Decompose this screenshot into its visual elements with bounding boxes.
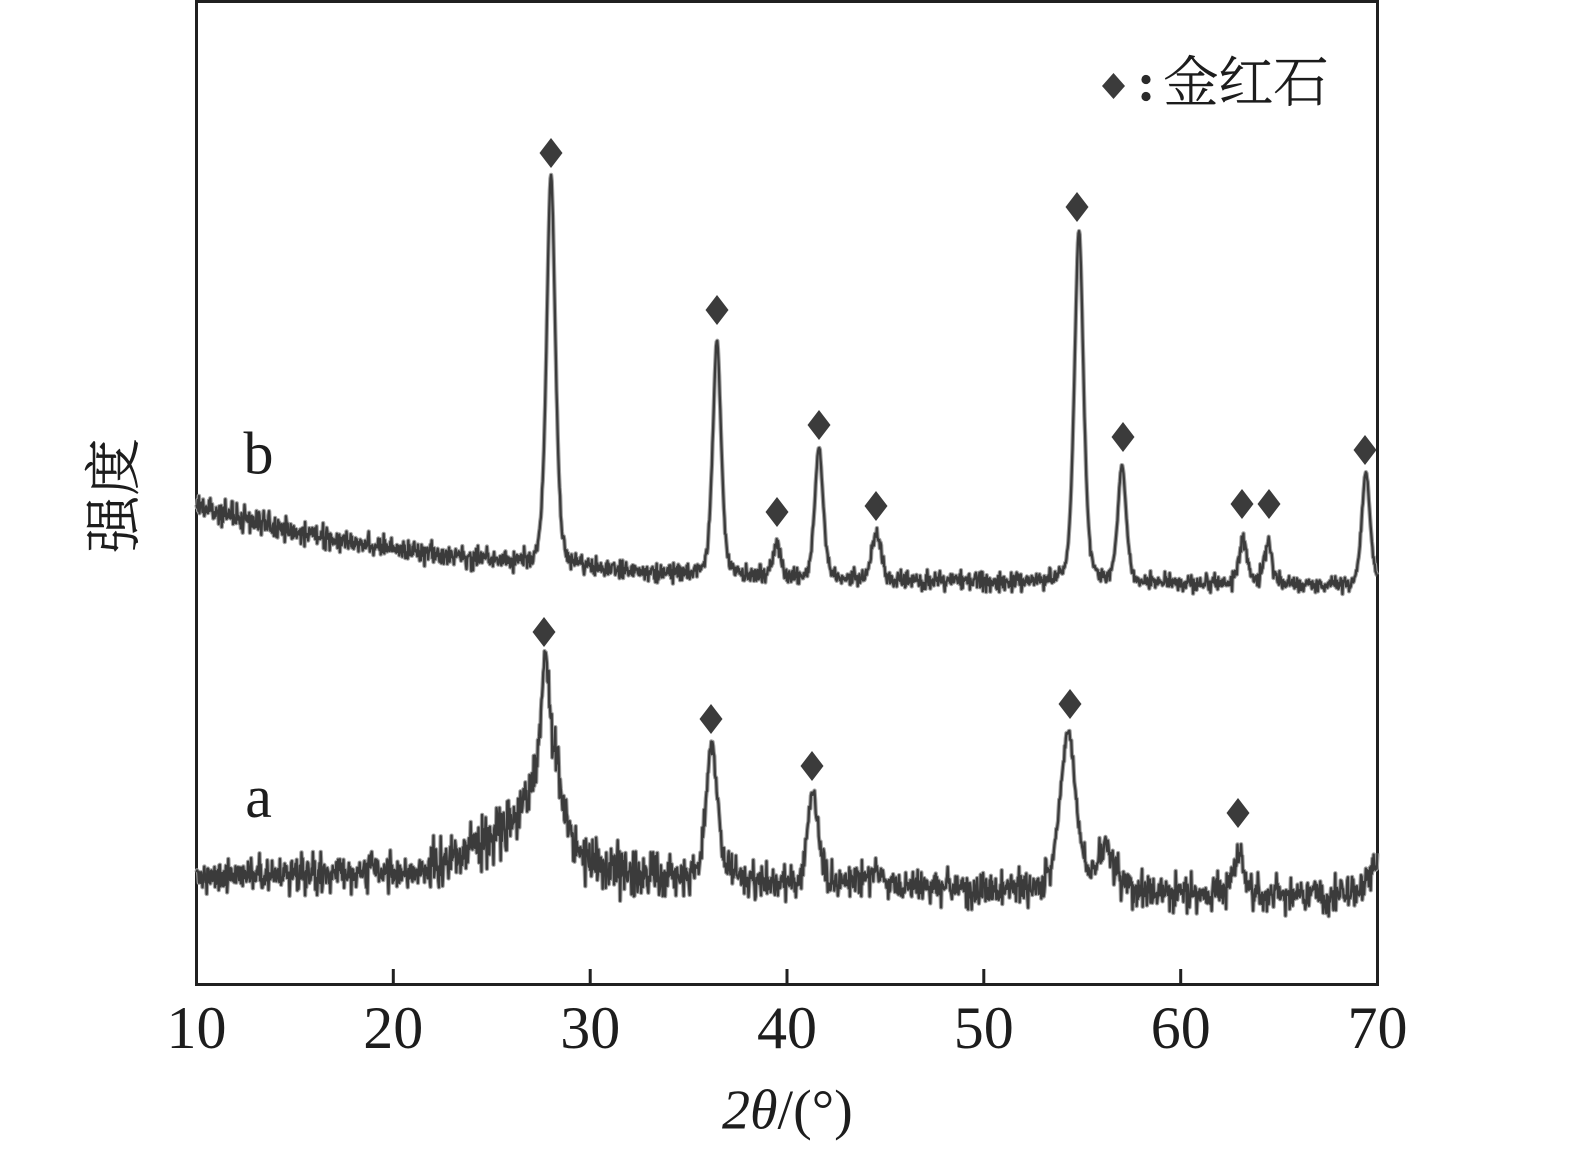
- svg-text:20: 20: [363, 995, 423, 1061]
- svg-text:10: 10: [167, 995, 227, 1061]
- svg-text:50: 50: [954, 995, 1014, 1061]
- svg-text:60: 60: [1151, 995, 1211, 1061]
- svg-text:30: 30: [560, 995, 620, 1061]
- svg-text:2θ/(°): 2θ/(°): [722, 1080, 853, 1142]
- svg-text:40: 40: [757, 995, 817, 1061]
- svg-text:b: b: [244, 421, 274, 487]
- svg-text:70: 70: [1348, 995, 1408, 1061]
- svg-text:a: a: [245, 764, 272, 830]
